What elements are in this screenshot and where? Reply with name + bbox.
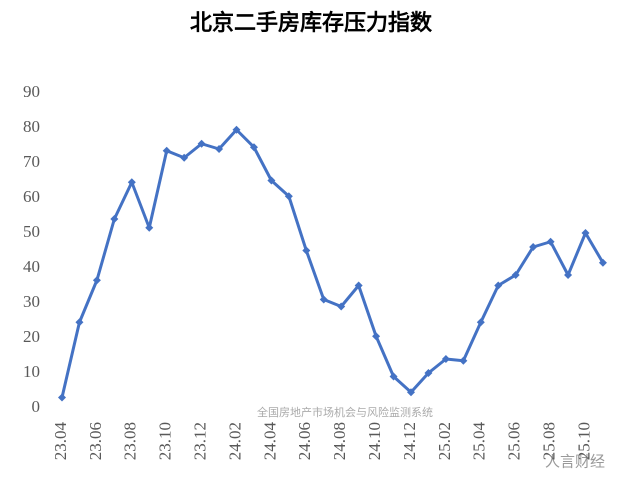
marker <box>215 145 224 153</box>
y-tick-label: 90 <box>23 82 40 101</box>
marker <box>598 258 607 267</box>
x-tick-label: 23.10 <box>156 422 175 460</box>
marker <box>180 153 189 162</box>
watermark: 人言财经 <box>545 453 605 471</box>
y-tick-label: 70 <box>23 152 40 171</box>
x-tick-label: 23.06 <box>86 422 105 460</box>
marker <box>319 295 328 304</box>
x-tick-label: 25.08 <box>540 422 559 460</box>
marker <box>284 192 293 201</box>
x-tick-label: 25.04 <box>470 422 489 461</box>
marker <box>476 318 485 327</box>
marker <box>441 355 450 363</box>
y-tick-label: 50 <box>23 222 40 241</box>
x-tick-label: 24.12 <box>400 422 419 460</box>
marker <box>127 178 136 187</box>
marker <box>581 229 590 237</box>
marker <box>546 237 555 246</box>
marker <box>389 372 398 381</box>
y-tick-label: 20 <box>23 327 40 346</box>
marker <box>197 139 206 148</box>
x-tick-label: 24.08 <box>330 422 349 460</box>
x-tick-label: 24.10 <box>365 422 384 460</box>
marker <box>424 369 433 377</box>
marker <box>145 223 154 232</box>
y-tick-label: 10 <box>23 362 40 381</box>
marker <box>564 271 573 279</box>
y-tick-label: 60 <box>23 187 40 206</box>
x-tick-label: 25.10 <box>574 422 593 460</box>
marker <box>459 356 468 365</box>
marker <box>337 302 346 311</box>
marker <box>407 388 415 397</box>
line <box>60 128 605 398</box>
marker <box>494 281 503 290</box>
x-tick-label: 23.08 <box>121 422 140 460</box>
marker <box>75 318 84 327</box>
marker <box>249 143 258 152</box>
watermark: 全国房地产市场机会与风险监测系统 <box>257 405 433 419</box>
x-tick-label: 23.04 <box>51 422 70 461</box>
x-tick-label: 25.06 <box>505 422 524 460</box>
marker <box>302 246 311 255</box>
x-tick-label: 23.12 <box>191 422 210 460</box>
y-tick-label: 0 <box>32 397 41 416</box>
marker <box>110 215 119 223</box>
marker <box>529 243 538 251</box>
y-tick-label: 80 <box>23 117 40 136</box>
chart-title: 北京二手房库存压力指数 <box>190 10 433 36</box>
marker <box>372 332 381 341</box>
x-tick-label: 24.06 <box>295 422 314 460</box>
marker <box>162 146 171 155</box>
x-tick-label: 24.04 <box>260 422 279 461</box>
marker <box>232 125 241 134</box>
marker <box>58 393 66 402</box>
x-tick-label: 25.02 <box>435 422 454 460</box>
y-tick-label: 30 <box>23 292 40 311</box>
marker <box>354 281 363 290</box>
marker <box>92 276 101 285</box>
marker <box>511 271 520 279</box>
marker <box>267 176 276 185</box>
x-tick-label: 24.02 <box>225 422 244 460</box>
y-tick-label: 40 <box>23 257 40 276</box>
